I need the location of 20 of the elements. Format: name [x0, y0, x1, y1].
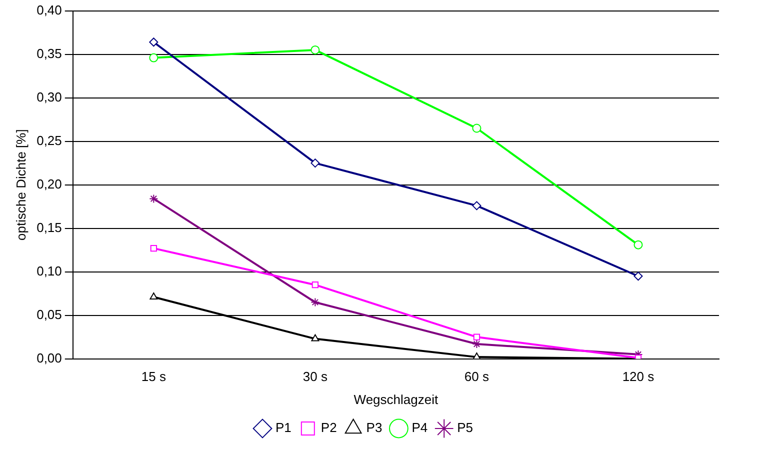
y-tick-label: 0,00	[36, 350, 62, 366]
legend-label: P4	[412, 420, 428, 436]
y-tick-label: 0,05	[36, 306, 62, 322]
legend-label: P2	[320, 420, 337, 436]
y-tick-label: 0,30	[36, 89, 62, 104]
y-axis-title: optische Dichte [%]	[13, 129, 28, 240]
legend-label: P1	[276, 420, 292, 436]
legend-label: P5	[457, 420, 474, 436]
y-tick-label: 0,35	[36, 46, 62, 61]
y-tick-label: 0,20	[36, 176, 62, 192]
x-tick-label: 120 s	[622, 369, 655, 384]
x-tick-label: 60 s	[464, 369, 490, 384]
x-tick-label: 15 s	[141, 369, 166, 384]
y-tick-label: 0,40	[36, 2, 62, 18]
y-tick-label: 0,10	[36, 263, 62, 278]
legend-label: P3	[366, 420, 382, 436]
x-axis-title: Wegschlagzeit	[354, 392, 438, 407]
x-tick-label: 30 s	[302, 369, 328, 384]
y-tick-label: 0,25	[36, 132, 62, 148]
y-tick-label: 0,15	[36, 220, 62, 235]
